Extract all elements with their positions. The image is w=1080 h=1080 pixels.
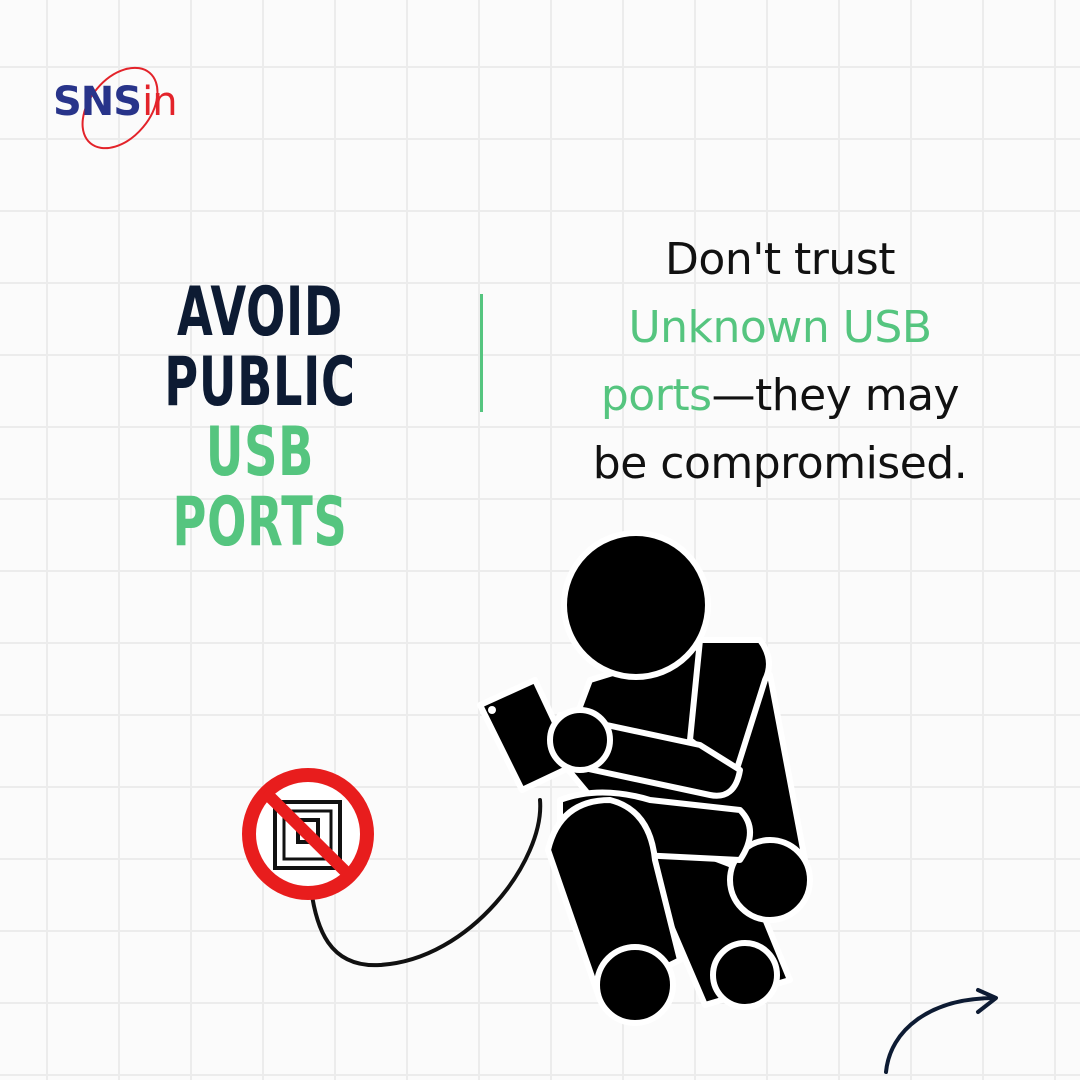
person-charging-phone-icon bbox=[477, 530, 813, 1026]
message-line-1: Don't trust bbox=[540, 226, 1020, 294]
brand-logo: SNSin bbox=[50, 62, 210, 157]
message-highlight-2: ports bbox=[600, 370, 712, 421]
message-text-2: —they may bbox=[711, 370, 960, 421]
message-line-4: be compromised. bbox=[540, 430, 1020, 498]
divider bbox=[480, 294, 483, 412]
logo-sns: SNS bbox=[53, 79, 142, 125]
logo-text: SNSin bbox=[53, 79, 178, 125]
message-highlight-1: Unknown USB bbox=[628, 302, 932, 353]
headline-line-2: USB PORTS bbox=[172, 413, 348, 562]
message-text-3: be compromised. bbox=[592, 438, 968, 489]
logo-in: in bbox=[142, 79, 177, 125]
warning-message: Don't trust Unknown USB ports—they may b… bbox=[540, 226, 1020, 498]
usb-cable bbox=[308, 798, 543, 968]
message-text-1: Don't trust bbox=[665, 234, 895, 285]
message-line-3: ports—they may bbox=[540, 362, 1020, 430]
headline-line-1: AVOID PUBLIC bbox=[164, 273, 356, 422]
message-line-2: Unknown USB bbox=[540, 294, 1020, 362]
headline: AVOID PUBLIC USB PORTS bbox=[60, 278, 460, 558]
phone-camera-dot bbox=[488, 706, 496, 714]
logo-orbit-icon bbox=[81, 66, 159, 150]
curved-arrow-icon bbox=[884, 988, 998, 1074]
no-usb-port-icon bbox=[242, 768, 374, 900]
